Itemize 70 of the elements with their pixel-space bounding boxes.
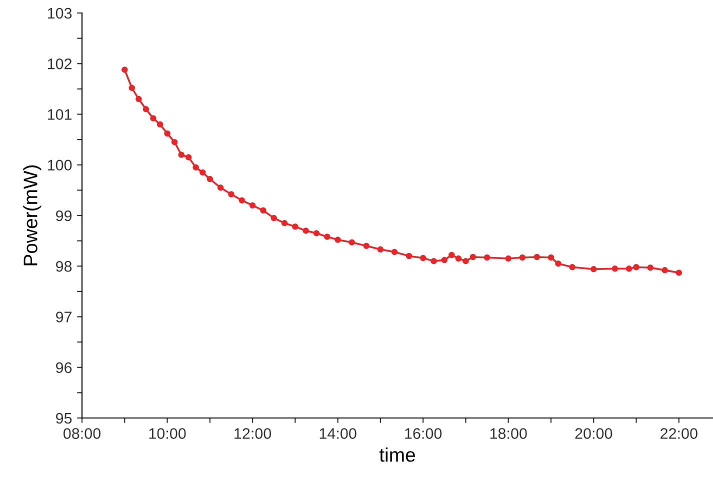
point: [128, 84, 136, 92]
point: [348, 239, 356, 246]
point: [548, 254, 554, 261]
point: [406, 252, 412, 260]
point: [470, 254, 476, 260]
x-tick-label: 20:00: [575, 428, 612, 439]
point: [192, 164, 199, 171]
point: [590, 266, 597, 272]
point: [260, 207, 266, 214]
y-tick-label: 95: [56, 412, 72, 424]
point: [206, 176, 214, 182]
point: [313, 230, 320, 236]
y-tick-label: 102: [48, 58, 72, 70]
point: [377, 246, 384, 253]
point: [612, 266, 618, 272]
point: [171, 138, 178, 146]
point: [391, 248, 398, 256]
point: [270, 214, 277, 222]
y-tick-label: 100: [48, 160, 72, 171]
point: [519, 254, 526, 261]
point: [534, 254, 540, 260]
point: [633, 264, 640, 270]
point: [448, 252, 455, 258]
point: [334, 236, 341, 243]
point: [420, 254, 426, 262]
point: [430, 258, 437, 264]
point: [200, 169, 206, 176]
point: [292, 224, 298, 230]
point: [324, 234, 330, 240]
point: [441, 256, 448, 264]
x-axis-title: time: [379, 448, 416, 462]
point: [156, 121, 164, 128]
point: [281, 220, 288, 226]
point: [455, 255, 462, 262]
point: [150, 115, 156, 122]
point: [142, 106, 150, 112]
x-tick-label: 12:00: [234, 428, 272, 439]
point: [462, 258, 469, 264]
point: [626, 266, 632, 272]
point: [136, 96, 142, 102]
point: [302, 228, 309, 234]
point: [505, 255, 512, 262]
point: [217, 184, 224, 191]
y-tick-label: 103: [48, 8, 72, 19]
x-tick-label: 08:00: [63, 428, 101, 439]
x-tick-label: 16:00: [405, 428, 442, 439]
point: [238, 197, 246, 204]
y-tick-label: 98: [56, 260, 72, 272]
y-tick-label: 101: [48, 109, 72, 120]
y-tick-label: 99: [56, 210, 72, 222]
point: [676, 270, 682, 276]
x-tick-label: 10:00: [149, 428, 186, 439]
x-tick-label: 14:00: [320, 428, 356, 439]
point: [662, 267, 668, 274]
point: [647, 264, 654, 271]
point: [363, 242, 370, 249]
point: [555, 260, 562, 267]
point: [178, 152, 184, 158]
x-tick-label: 18:00: [490, 428, 527, 439]
point: [249, 202, 256, 208]
x-tick-label: 22:00: [660, 428, 698, 439]
point: [164, 130, 170, 137]
y-axis-title: Power(mW): [23, 165, 42, 266]
y-tick-label: 96: [56, 362, 72, 374]
y-tick-label: 97: [56, 312, 72, 322]
point: [185, 154, 192, 160]
point: [484, 254, 490, 261]
point: [122, 66, 128, 73]
point: [228, 191, 234, 198]
point: [569, 264, 576, 270]
